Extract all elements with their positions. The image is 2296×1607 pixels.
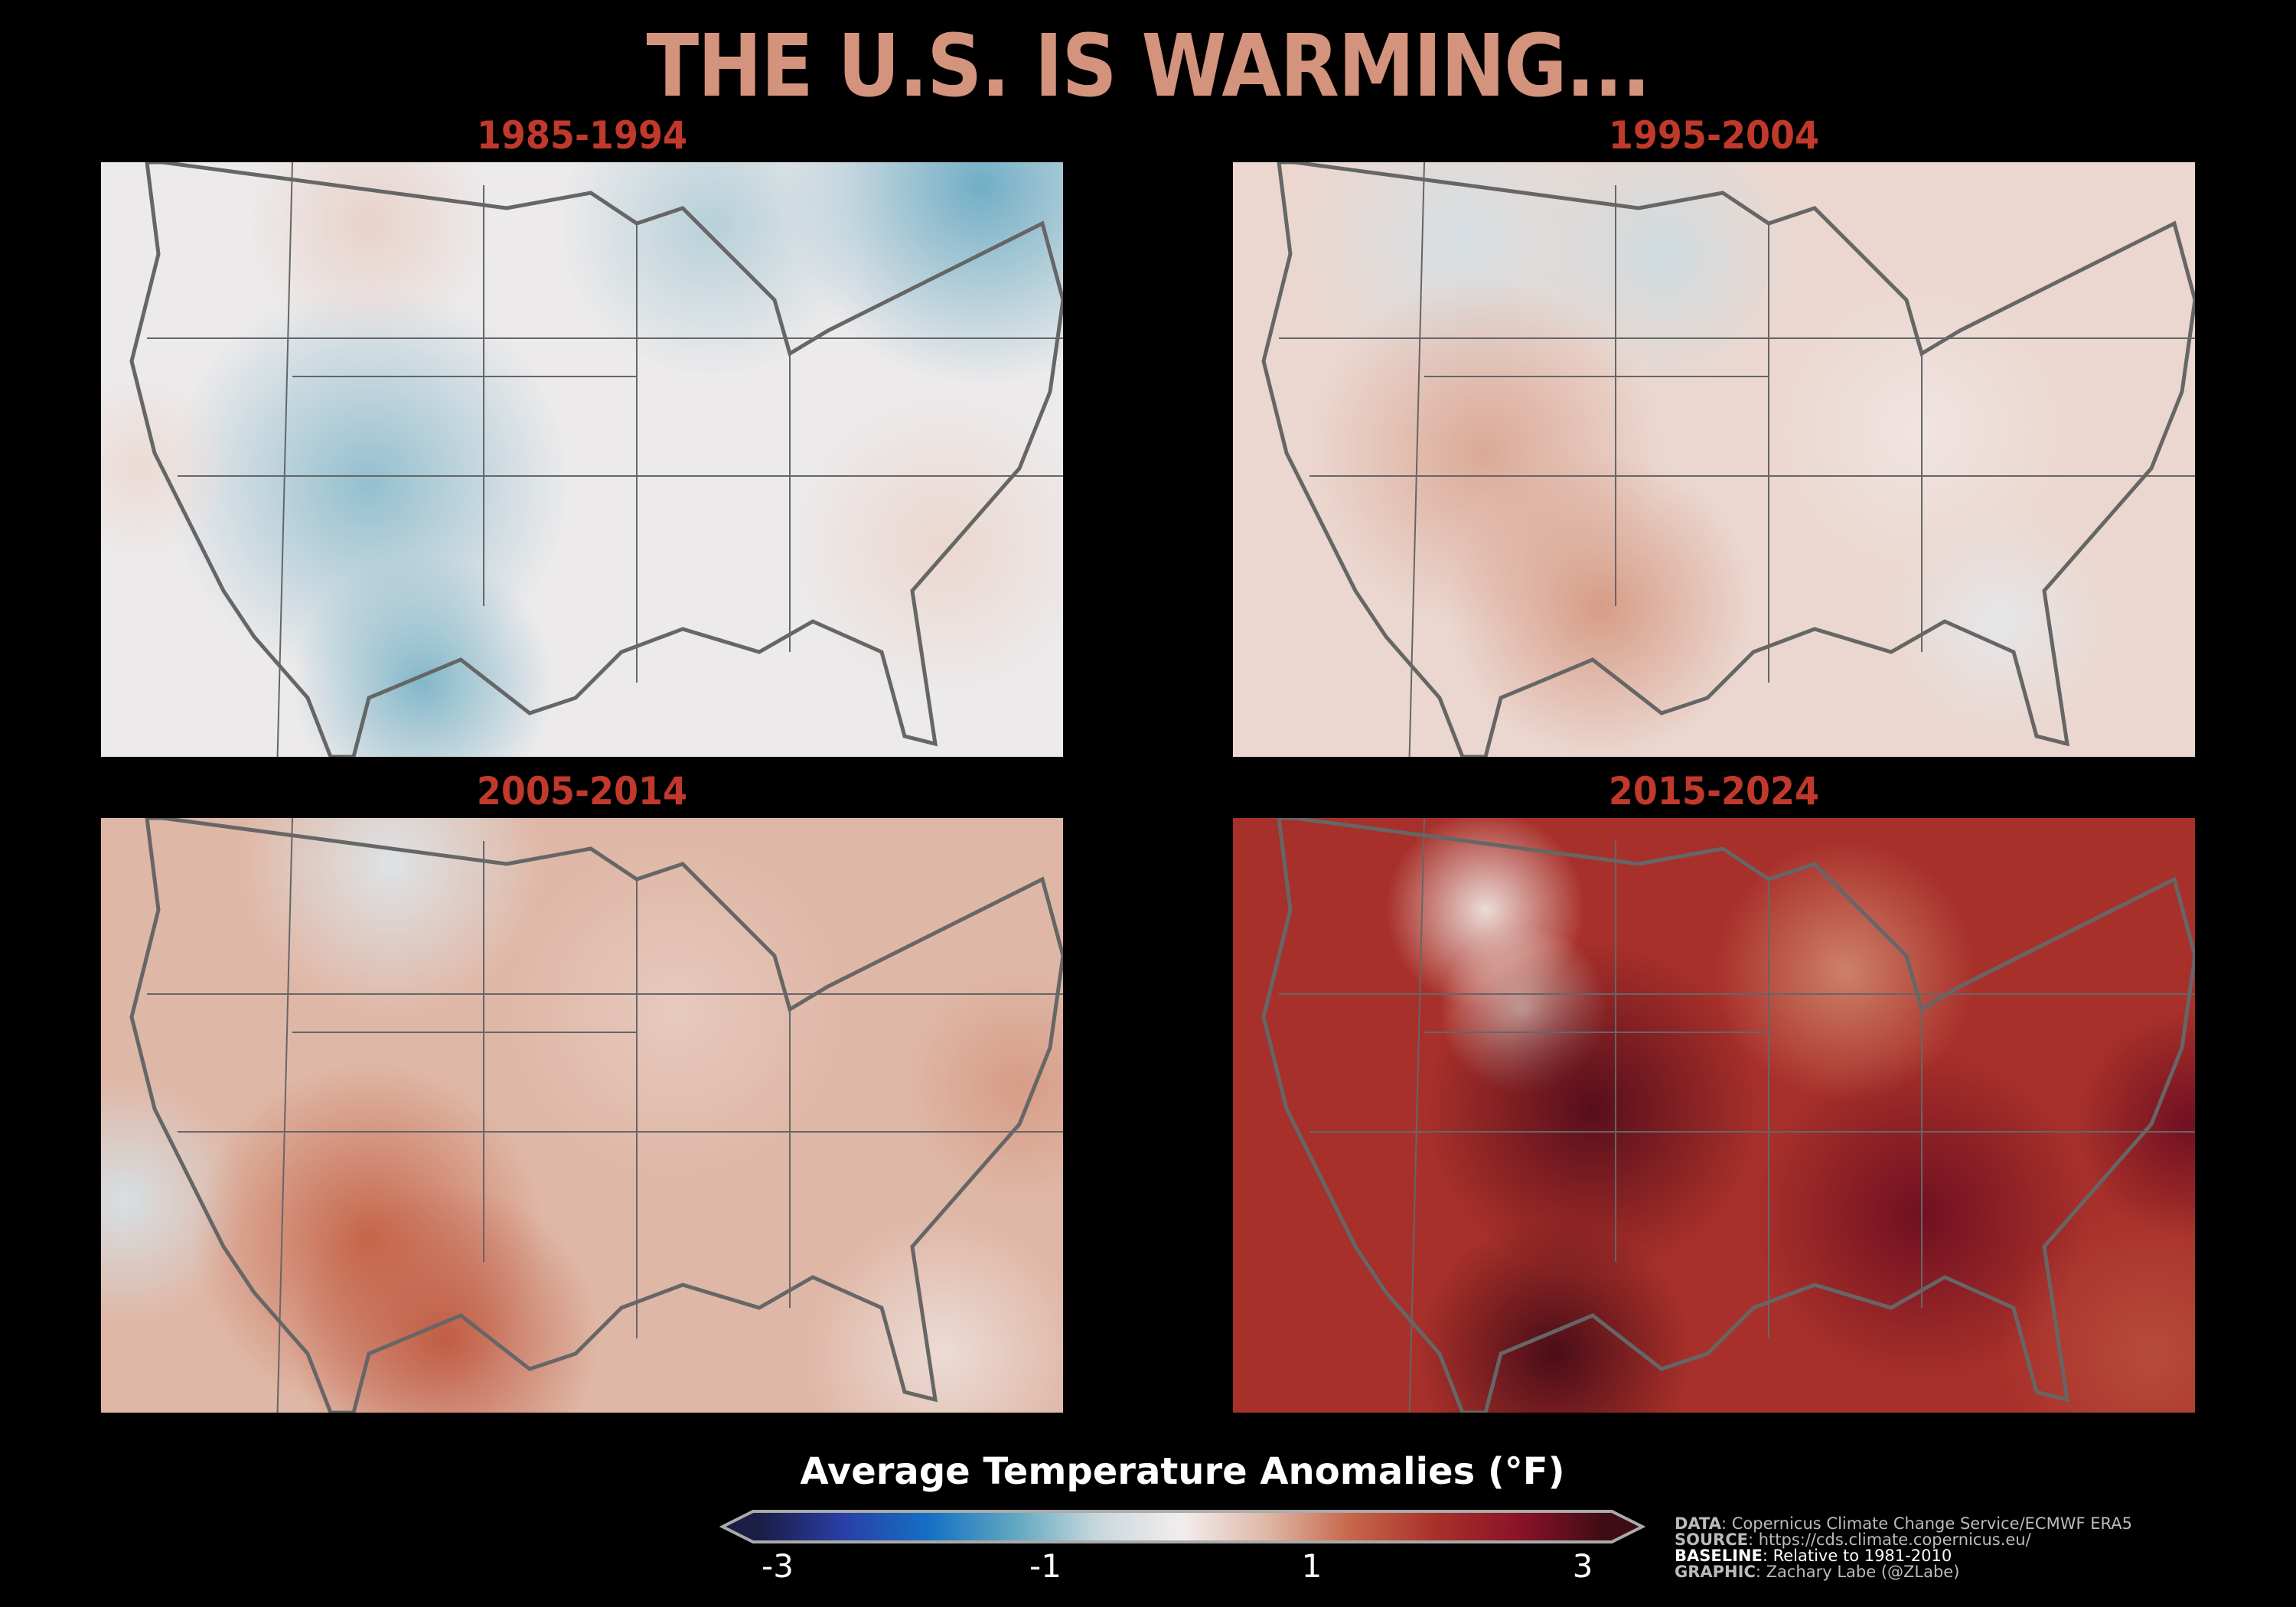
country-outline	[1261, 818, 2195, 1413]
colorbar-bar	[719, 1510, 1645, 1543]
anomaly-region	[1447, 453, 1753, 757]
credit-source: SOURCE: https://cds.climate.copernicus.e…	[1675, 1532, 2132, 1548]
map-panel-1995-2004	[1233, 162, 2195, 757]
credit-value: : https://cds.climate.copernicus.eu/	[1747, 1530, 2031, 1549]
state-border	[1408, 818, 1425, 1413]
panel-title-3: 2005-2014	[476, 769, 688, 813]
credit-key: DATA	[1675, 1514, 1722, 1533]
anomaly-region	[805, 1216, 1063, 1413]
country-outline	[129, 162, 1063, 757]
map-svg	[101, 818, 1063, 1413]
colorbar-tick: 3	[1572, 1547, 1593, 1585]
map-panel-2005-2014	[101, 818, 1063, 1413]
credit-baseline: BASELINE: Relative to 1981-2010	[1675, 1548, 2132, 1564]
colorbar-tick: -3	[762, 1547, 794, 1585]
anomaly-region	[101, 376, 231, 560]
panel-title-4: 2015-2024	[1608, 769, 1820, 813]
state-border	[276, 818, 293, 1413]
anomaly-region	[1998, 1201, 2195, 1413]
anomaly-region	[905, 971, 1063, 1201]
credit-value: : Copernicus Climate Change Service/ECMW…	[1721, 1514, 2132, 1533]
credit-key: BASELINE	[1675, 1547, 1763, 1565]
anomaly-region	[1424, 940, 1761, 1277]
credit-key: GRAPHIC	[1675, 1563, 1756, 1581]
credit-value: : Zachary Labe (@ZLabe)	[1755, 1563, 1960, 1581]
anomaly-region	[292, 553, 553, 757]
anomaly-region	[239, 818, 545, 1017]
anomaly-region	[1417, 1216, 1692, 1413]
colorbar-tick: -1	[1029, 1547, 1062, 1585]
panel-title-2: 1995-2004	[1608, 113, 1820, 158]
anomaly-region	[2075, 1009, 2195, 1239]
main-title: THE U.S. IS WARMING...	[646, 17, 1652, 116]
anomaly-region	[1715, 841, 1975, 1101]
country-outline	[1261, 162, 2195, 757]
credit-graphic: GRAPHIC: Zachary Labe (@ZLabe)	[1675, 1564, 2132, 1580]
credit-key: SOURCE	[1675, 1530, 1748, 1549]
state-border	[1408, 162, 1425, 757]
map-panel-2015-2024	[1233, 818, 2195, 1413]
map-panel-1985-1994	[101, 162, 1063, 757]
state-border	[276, 162, 293, 757]
map-svg	[101, 162, 1063, 757]
map-svg	[1233, 162, 2195, 757]
map-svg	[1233, 818, 2195, 1413]
panel-title-1: 1985-1994	[476, 113, 688, 158]
anomaly-region	[507, 841, 843, 1178]
credit-value: : Relative to 1981-2010	[1762, 1547, 1952, 1565]
colorbar-tick: 1	[1301, 1547, 1322, 1585]
credit-data: DATA: Copernicus Climate Change Service/…	[1675, 1516, 2132, 1532]
credits: DATA: Copernicus Climate Change Service/…	[1675, 1516, 2132, 1580]
colorbar	[719, 1510, 1645, 1543]
anomaly-region	[246, 162, 491, 346]
anomaly-region	[790, 392, 1063, 698]
country-outline	[129, 818, 1063, 1413]
colorbar-title: Average Temperature Anomalies (°F)	[800, 1450, 1565, 1493]
